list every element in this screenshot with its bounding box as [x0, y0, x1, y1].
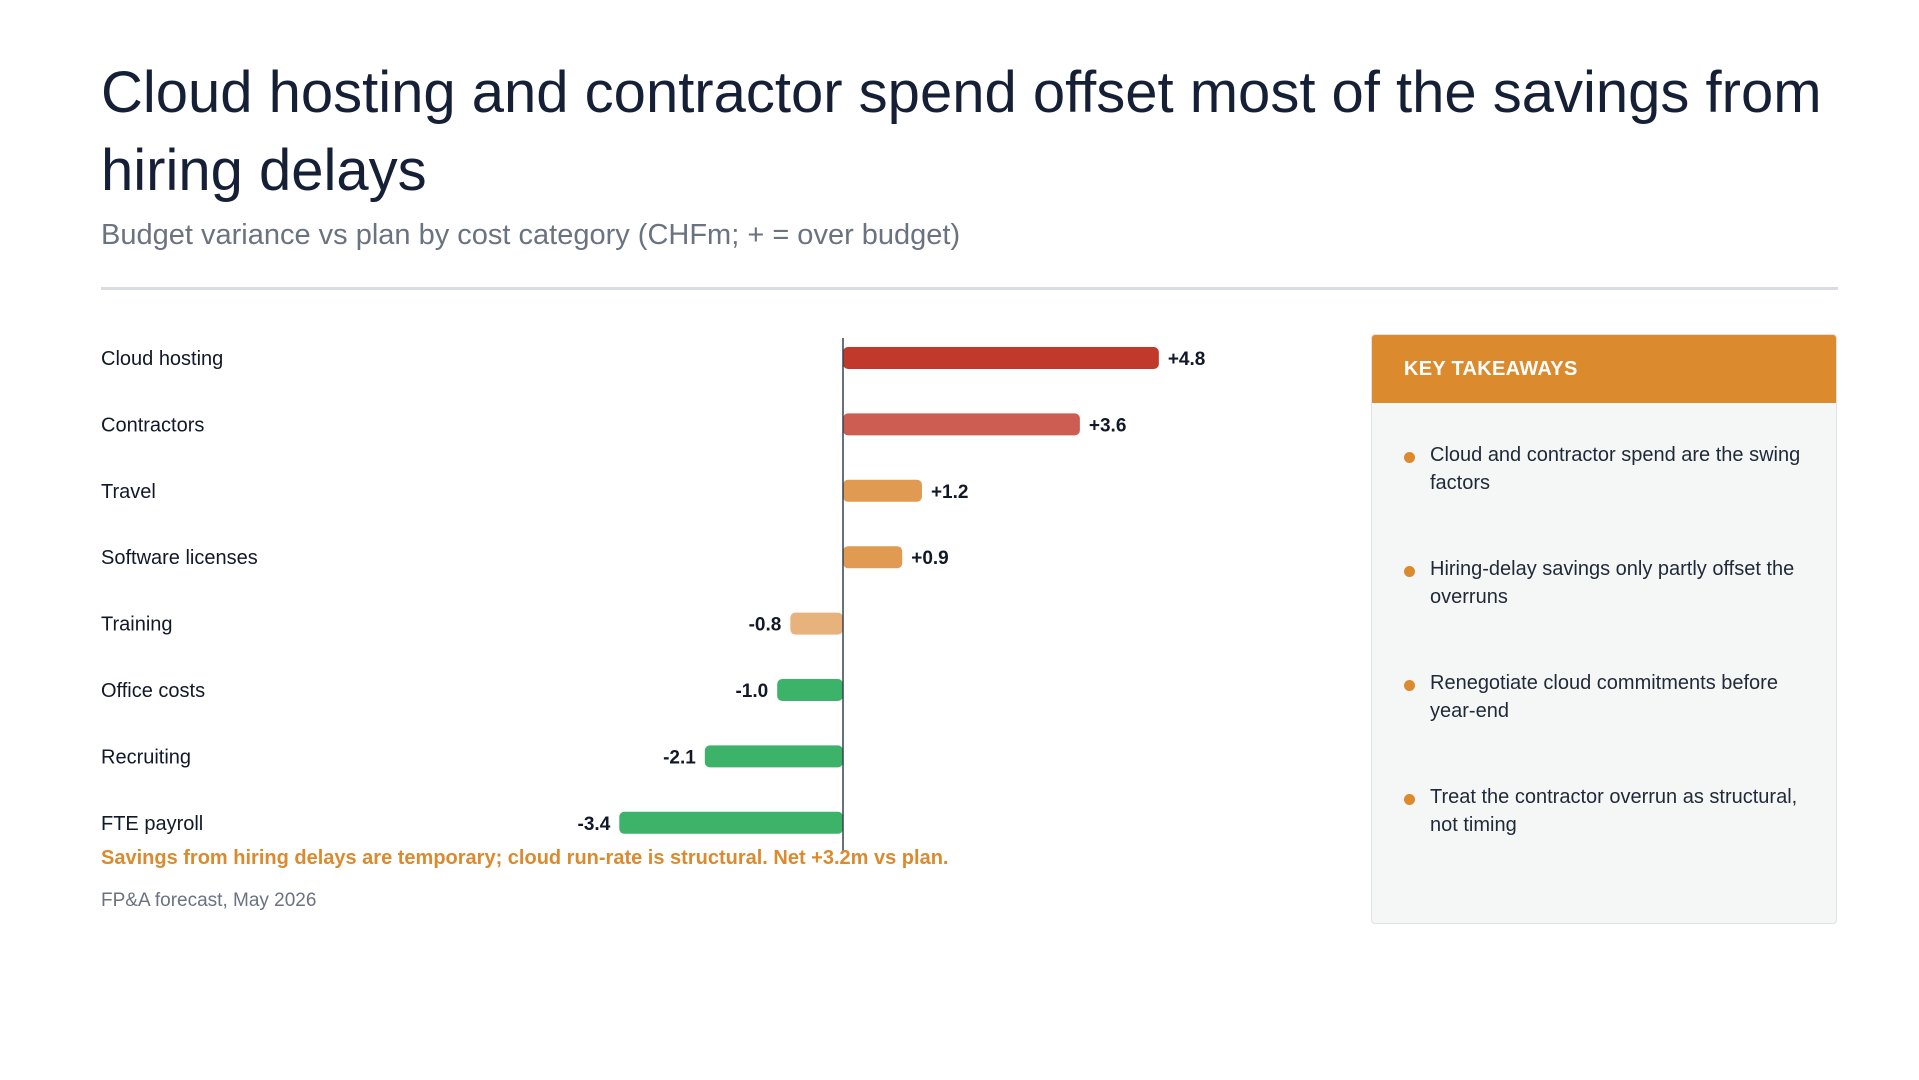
takeaway-text: Renegotiate cloud commitments before yea…	[1430, 672, 1778, 722]
variance-bar	[843, 347, 1159, 369]
value-label: +0.9	[911, 548, 949, 569]
key-takeaways-title: KEY TAKEAWAYS	[1404, 357, 1578, 380]
value-label: -0.8	[749, 615, 782, 636]
category-label: Contractors	[101, 414, 204, 436]
takeaway-item: Hiring-delay savings only partly offset …	[1404, 555, 1814, 611]
value-label: +1.2	[931, 482, 969, 503]
chart-note: Savings from hiring delays are temporary…	[101, 847, 949, 869]
variance-bar	[843, 479, 922, 502]
variance-bar	[843, 413, 1080, 436]
bullet-dot-icon	[1404, 452, 1415, 463]
value-label: -2.1	[663, 747, 696, 768]
value-label: -1.0	[735, 681, 768, 702]
takeaway-text: Cloud and contractor spend are the swing…	[1430, 444, 1801, 494]
variance-bar	[843, 546, 903, 569]
takeaway-text: Treat the contractor overrun as structur…	[1430, 786, 1798, 836]
page-title: Cloud hosting and contractor spend offse…	[101, 60, 1822, 203]
category-label: Office costs	[101, 680, 205, 702]
takeaway-item: Renegotiate cloud commitments before yea…	[1404, 669, 1814, 725]
value-label: +4.8	[1168, 349, 1206, 370]
source-note: FP&A forecast, May 2026	[101, 890, 317, 911]
header-divider	[101, 287, 1838, 290]
variance-bar	[619, 811, 843, 834]
value-label: +3.6	[1089, 415, 1127, 436]
takeaway-item: Cloud and contractor spend are the swing…	[1404, 441, 1814, 497]
variance-bar	[704, 745, 843, 768]
takeaway-item: Treat the contractor overrun as structur…	[1404, 783, 1814, 839]
value-label: -3.4	[578, 814, 611, 835]
variance-bar	[777, 679, 843, 701]
category-label: Software licenses	[101, 547, 258, 569]
bullet-dot-icon	[1404, 566, 1415, 577]
key-takeaways-panel: KEY TAKEAWAYS Cloud and contractor spend…	[1371, 334, 1837, 924]
category-label: Travel	[101, 481, 156, 503]
takeaway-text: Hiring-delay savings only partly offset …	[1430, 558, 1795, 608]
bullet-dot-icon	[1404, 794, 1415, 805]
bullet-dot-icon	[1404, 680, 1415, 691]
category-label: FTE payroll	[101, 813, 203, 835]
variance-bar	[790, 612, 843, 635]
category-label: Recruiting	[101, 746, 191, 768]
key-takeaways-header: KEY TAKEAWAYS	[1372, 335, 1836, 403]
category-label: Cloud hosting	[101, 348, 223, 370]
page-subtitle: Budget variance vs plan by cost category…	[101, 219, 961, 251]
variance-bar-chart: Cloud hosting +4.8 Contractors +3.6 Travel +1…	[101, 338, 1206, 851]
category-label: Training	[101, 614, 173, 636]
